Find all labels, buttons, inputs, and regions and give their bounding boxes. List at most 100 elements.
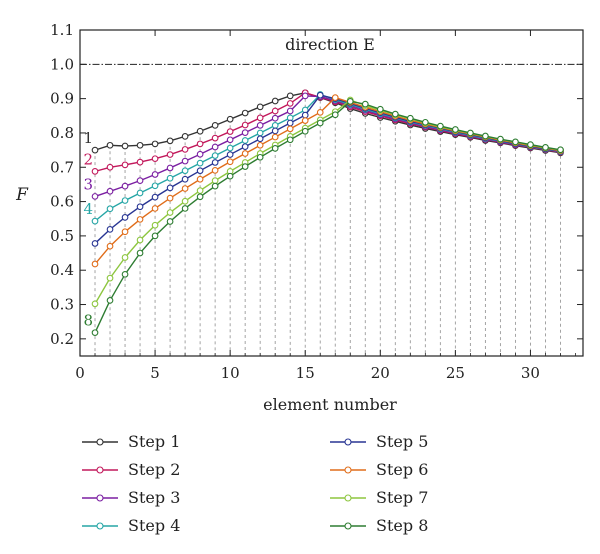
plot-frame (79, 29, 584, 357)
data-point (437, 122, 444, 130)
data-point (151, 205, 159, 212)
data-point (196, 127, 204, 135)
legend-label: Step 2 (128, 460, 180, 479)
step-label-4: 4 (83, 200, 93, 218)
data-point (91, 240, 99, 247)
x-tick-label: 25 (446, 364, 465, 382)
data-point (121, 142, 129, 150)
legend-swatch-marker (344, 494, 352, 502)
data-point (286, 119, 294, 127)
legend-label: Step 4 (128, 516, 180, 535)
data-point (91, 329, 99, 337)
legend-item-step-2: Step 2 (82, 460, 180, 479)
y-tick-label: 0.8 (50, 124, 74, 142)
data-point (121, 228, 129, 236)
data-point (271, 133, 279, 141)
series-step-8 (91, 98, 564, 337)
data-point (196, 159, 204, 167)
data-point (151, 171, 159, 178)
data-point (286, 107, 294, 115)
legend-item-step-4: Step 4 (82, 516, 180, 535)
data-point (467, 129, 474, 137)
data-point (226, 151, 234, 158)
data-point (497, 135, 504, 143)
data-point (196, 175, 204, 183)
legend-label: Step 6 (376, 460, 428, 479)
y-axis-ticks: 0.2 0.3 0.4 0.5 0.6 0.7 0.8 0.9 1.0 1.1 (50, 21, 583, 348)
data-point (271, 127, 279, 135)
data-point (211, 122, 219, 129)
data-point (181, 133, 189, 140)
data-point (106, 242, 114, 250)
data-point (452, 126, 459, 133)
data-point (91, 300, 99, 308)
data-point (211, 159, 219, 166)
data-point (166, 209, 174, 216)
data-point (241, 150, 249, 157)
data-point (151, 221, 159, 229)
legend-swatch-marker (96, 494, 104, 502)
data-point (286, 125, 294, 133)
data-point (181, 197, 189, 205)
data-point (106, 141, 114, 149)
data-point (121, 214, 129, 221)
data-point (151, 155, 159, 163)
series-group (91, 89, 564, 337)
data-point (256, 141, 264, 149)
data-point (106, 297, 114, 304)
data-point (542, 144, 549, 151)
series-line (94, 92, 561, 154)
legend-swatch-marker (96, 438, 104, 446)
data-point (316, 91, 324, 99)
x-tick-label: 30 (521, 364, 540, 382)
data-point (226, 136, 234, 144)
data-point (512, 138, 519, 146)
step-label-2: 2 (83, 150, 93, 168)
data-point (91, 168, 99, 175)
series-step-6 (91, 94, 564, 268)
data-point (151, 140, 159, 148)
x-tick-label: 15 (296, 364, 315, 382)
legend-swatch-marker (344, 466, 352, 474)
data-point (106, 187, 114, 195)
data-point (286, 100, 294, 107)
step-label-1: 1 (83, 129, 93, 147)
data-point (136, 203, 144, 211)
data-point (331, 94, 339, 101)
data-point (286, 136, 294, 144)
data-point (106, 163, 114, 171)
data-point (316, 119, 324, 127)
data-point (226, 115, 234, 123)
y-tick-label: 0.9 (50, 90, 74, 108)
data-point (301, 92, 309, 100)
data-point (226, 144, 234, 152)
data-point (121, 182, 129, 190)
data-point (256, 114, 264, 122)
legend-item-step-6: Step 6 (330, 460, 428, 479)
x-axis-ticks: 0 5 10 15 20 25 30 (75, 30, 576, 382)
x-tick-label: 0 (75, 364, 85, 382)
data-point (421, 118, 429, 126)
data-point (226, 172, 234, 180)
y-tick-label: 0.5 (50, 227, 74, 245)
data-point (256, 122, 264, 129)
data-point (241, 143, 249, 151)
data-point (166, 194, 174, 202)
data-point (211, 182, 219, 190)
grid-lines (94, 92, 561, 356)
data-point (91, 260, 99, 268)
data-point (106, 205, 114, 213)
data-point (136, 158, 144, 166)
series-step-7 (91, 96, 564, 308)
data-point (241, 163, 249, 170)
x-tick-label: 20 (371, 364, 390, 382)
data-point (211, 143, 219, 151)
data-point (121, 254, 129, 261)
data-point (256, 135, 264, 143)
x-tick-label: 10 (221, 364, 240, 382)
data-point (136, 189, 144, 197)
data-point (106, 226, 114, 233)
data-point (256, 103, 264, 111)
series-step-3 (91, 92, 564, 200)
data-point (241, 121, 249, 129)
